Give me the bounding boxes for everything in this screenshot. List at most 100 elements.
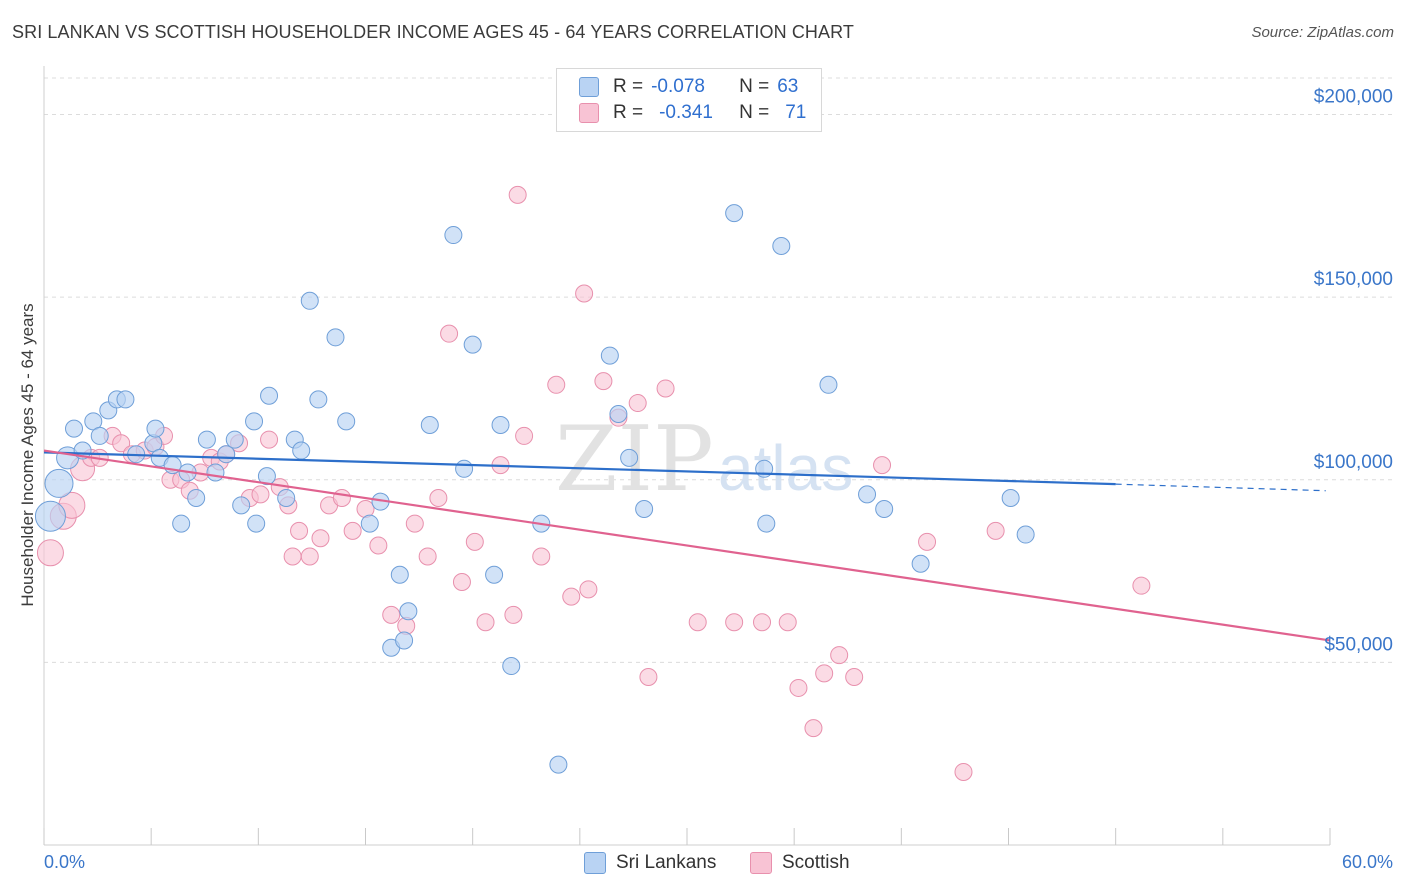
scottish-point <box>815 664 834 683</box>
scottish-point <box>508 185 527 204</box>
sri-lankans-point <box>772 237 791 256</box>
n-value: 63 <box>777 76 799 97</box>
x-tick-label: 0.0% <box>44 852 85 872</box>
scottish-point <box>290 521 309 540</box>
legend-item-scottish[interactable]: Scottish <box>750 852 850 874</box>
source-label: Source: ZipAtlas.com <box>1251 24 1394 41</box>
sri-lankans-point <box>277 489 296 508</box>
sri-lankans-point <box>232 496 251 515</box>
sri-lankans-point <box>172 514 191 533</box>
y-tick-label: $200,000 <box>1314 87 1393 108</box>
scottish-point <box>639 667 658 686</box>
scottish-point <box>283 547 302 566</box>
sri-lankans-point <box>225 430 244 449</box>
sri-lankans-point <box>455 459 474 478</box>
sri-lankans-point <box>444 226 463 245</box>
gridlines <box>44 77 1395 663</box>
scottish-point <box>429 489 448 508</box>
r-value: -0.078 <box>651 76 705 97</box>
scottish-trend-line <box>43 449 1331 642</box>
sri-lankans-point <box>1016 525 1035 544</box>
scottish-point <box>36 539 64 567</box>
scottish-point <box>369 536 388 555</box>
sri-lankans-point <box>300 291 319 310</box>
scottish-point <box>504 605 523 624</box>
sri-lankans-point <box>206 463 225 482</box>
scottish-point <box>656 379 675 398</box>
scottish-point <box>515 426 534 445</box>
sri-lankans-point <box>1001 489 1020 508</box>
sri-lankans-point <box>395 631 414 650</box>
stats-legend: R = -0.078 N = 63 R = -0.341 N = 71 <box>556 68 822 132</box>
scottish-point <box>804 719 823 738</box>
scottish-point <box>954 762 973 781</box>
scottish-point <box>986 521 1005 540</box>
sri-lankans-point <box>44 468 74 498</box>
scottish-point <box>562 587 581 606</box>
x-tick-label: 60.0% <box>1342 852 1393 872</box>
sri-lankans-point <box>65 419 84 438</box>
scottish-point <box>332 489 351 508</box>
sri-lankans-point <box>757 514 776 533</box>
scottish-point <box>476 613 495 632</box>
scottish-swatch <box>579 103 599 123</box>
sri-lankans-point <box>399 602 418 621</box>
scottish-point <box>688 613 707 632</box>
sri-lankans-point <box>146 419 165 438</box>
scottish-point <box>725 613 744 632</box>
scottish-point <box>778 613 797 632</box>
scottish-point <box>789 678 808 697</box>
sri-lankans-point <box>247 514 266 533</box>
axes <box>43 66 1331 846</box>
legend-label-sri-lankans: Sri Lankans <box>616 852 717 873</box>
sri-lankans-point <box>463 335 482 354</box>
sri-lankans-point <box>620 448 639 467</box>
scottish-point <box>873 456 892 475</box>
sri-lankans-trend-extension <box>1115 483 1326 492</box>
scottish-point <box>594 372 613 391</box>
scottish-point <box>112 434 131 453</box>
sri-lankans-point <box>187 489 206 508</box>
scottish-point <box>753 613 772 632</box>
sri-lankans-point <box>116 390 135 409</box>
y-tick-label: $50,000 <box>1324 634 1393 655</box>
r-label: R = <box>613 76 644 97</box>
sri-lankans-point <box>90 426 109 445</box>
sri-lankans-point <box>600 346 619 365</box>
sri-lankans-point <box>292 441 311 460</box>
r-value: -0.341 <box>659 102 713 123</box>
scottish-legend-swatch <box>750 852 772 874</box>
sri-lankans-point <box>245 412 264 431</box>
sri-lankans-point <box>875 499 894 518</box>
sri-lankans-trend-line <box>43 451 1116 486</box>
chart-title: SRI LANKAN VS SCOTTISH HOUSEHOLDER INCOM… <box>12 22 854 42</box>
legend-label-scottish: Scottish <box>782 852 850 873</box>
sri-lankans-point <box>491 415 510 434</box>
scottish-points <box>36 185 1151 781</box>
scottish-point <box>830 646 849 665</box>
scottish-point <box>845 667 864 686</box>
y-tick-label: $100,000 <box>1314 452 1393 473</box>
sri-lankans-point <box>911 554 930 573</box>
stats-row-scottish: R = -0.341 N = 71 <box>579 101 806 125</box>
scottish-point <box>405 514 424 533</box>
scottish-point <box>382 605 401 624</box>
sri-lankans-point <box>337 412 356 431</box>
stats-row-sri-lankans: R = -0.078 N = 63 <box>579 75 798 99</box>
scottish-point <box>251 485 270 504</box>
sri-lankans-point <box>420 415 439 434</box>
scottish-point <box>1132 576 1151 595</box>
scottish-point <box>918 532 937 551</box>
scottish-point <box>452 573 471 592</box>
legend-item-sri-lankans[interactable]: Sri Lankans <box>584 852 716 874</box>
scottish-point <box>300 547 319 566</box>
y-tick-label: $150,000 <box>1314 269 1393 290</box>
sri-lankans-point <box>635 499 654 518</box>
scottish-point <box>418 547 437 566</box>
axis-labels: $50,000 $100,000 $150,000 $200,000 0.0% 60.0%… <box>18 87 1393 872</box>
series-legend: Sri Lankans Scottish <box>0 852 1406 878</box>
scottish-point <box>343 521 362 540</box>
y-axis-title: Householder Income Ages 45 - 64 years <box>18 303 37 606</box>
r-label: R = <box>613 102 644 123</box>
